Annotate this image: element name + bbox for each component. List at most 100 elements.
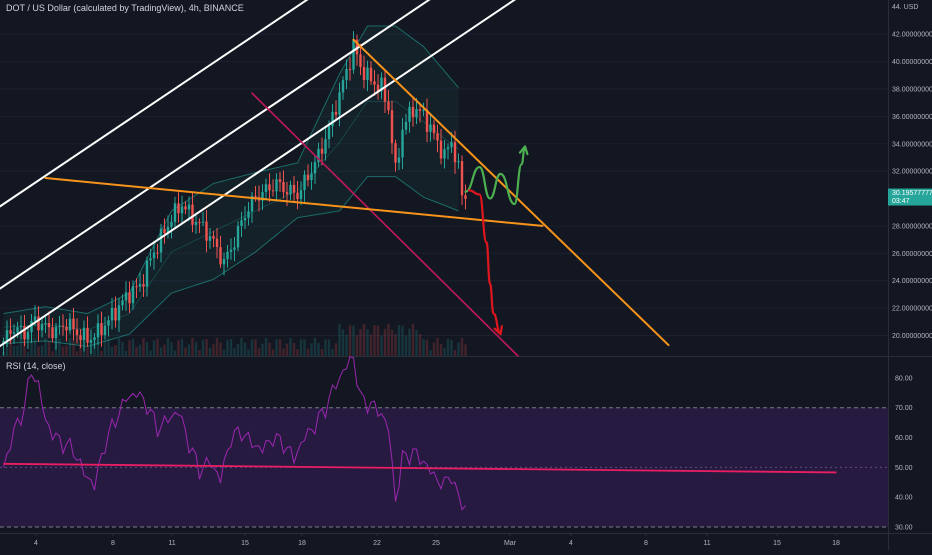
- candle-body[interactable]: [446, 147, 450, 150]
- candle-body[interactable]: [208, 236, 212, 241]
- candle-body[interactable]: [152, 252, 156, 259]
- candle-body[interactable]: [362, 66, 366, 80]
- candle-body[interactable]: [285, 192, 289, 195]
- candle-body[interactable]: [331, 111, 334, 127]
- candle-body[interactable]: [23, 326, 26, 340]
- candle-body[interactable]: [317, 148, 320, 163]
- candle-body[interactable]: [369, 67, 373, 82]
- triangle-support-line[interactable]: [44, 177, 544, 227]
- candle-body[interactable]: [121, 300, 124, 306]
- candle-body[interactable]: [201, 221, 205, 223]
- candle-body[interactable]: [432, 124, 436, 134]
- candle-body[interactable]: [453, 142, 457, 163]
- candlesticks[interactable]: [2, 31, 467, 356]
- candle-body[interactable]: [135, 286, 138, 288]
- candle-body[interactable]: [117, 305, 121, 321]
- candle-body[interactable]: [51, 327, 54, 339]
- candle-body[interactable]: [16, 327, 19, 333]
- candle-body[interactable]: [124, 292, 128, 301]
- channel-middle-line[interactable]: [0, 0, 861, 293]
- candle-body[interactable]: [404, 121, 408, 130]
- candle-body[interactable]: [33, 316, 37, 322]
- candle-body[interactable]: [107, 320, 110, 326]
- rsi-title[interactable]: RSI (14, close): [6, 361, 66, 371]
- candle-body[interactable]: [401, 129, 404, 158]
- candle-body[interactable]: [177, 203, 180, 214]
- candle-body[interactable]: [166, 226, 170, 234]
- candle-body[interactable]: [247, 211, 250, 218]
- candle-body[interactable]: [86, 327, 89, 343]
- candle-body[interactable]: [236, 225, 240, 248]
- candle-body[interactable]: [2, 340, 5, 344]
- candle-body[interactable]: [191, 204, 194, 225]
- candle-body[interactable]: [156, 252, 159, 254]
- candle-body[interactable]: [194, 221, 198, 225]
- bullish-scenario-arrow[interactable]: [464, 145, 527, 206]
- channel-upper-line[interactable]: [0, 0, 861, 211]
- candle-body[interactable]: [110, 307, 114, 321]
- candle-body[interactable]: [443, 149, 446, 159]
- candle-body[interactable]: [79, 335, 82, 341]
- candle-body[interactable]: [40, 324, 44, 331]
- candle-body[interactable]: [264, 184, 268, 193]
- candle-body[interactable]: [215, 238, 219, 248]
- candle-body[interactable]: [54, 326, 58, 339]
- candle-body[interactable]: [271, 190, 275, 192]
- candle-body[interactable]: [313, 162, 317, 174]
- candle-body[interactable]: [425, 109, 429, 132]
- candle-body[interactable]: [250, 195, 254, 212]
- candle-body[interactable]: [275, 179, 278, 192]
- candle-body[interactable]: [184, 206, 187, 210]
- candle-body[interactable]: [198, 221, 201, 223]
- candle-body[interactable]: [243, 217, 247, 221]
- candle-body[interactable]: [163, 228, 166, 234]
- candle-body[interactable]: [390, 110, 394, 144]
- candle-body[interactable]: [233, 247, 236, 250]
- candle-body[interactable]: [296, 192, 299, 200]
- candle-body[interactable]: [464, 195, 467, 199]
- candle-body[interactable]: [65, 326, 68, 331]
- candle-body[interactable]: [96, 323, 100, 338]
- candle-body[interactable]: [226, 251, 229, 260]
- candle-body[interactable]: [19, 326, 23, 328]
- candle-body[interactable]: [320, 148, 324, 154]
- candle-body[interactable]: [12, 332, 16, 334]
- candle-body[interactable]: [173, 203, 177, 222]
- candle-body[interactable]: [159, 228, 163, 253]
- candle-body[interactable]: [222, 259, 226, 265]
- trend-drawings[interactable]: [0, 0, 861, 357]
- candle-body[interactable]: [289, 184, 292, 195]
- candle-body[interactable]: [149, 258, 152, 261]
- candle-body[interactable]: [145, 260, 149, 287]
- candle-body[interactable]: [355, 39, 359, 55]
- candle-body[interactable]: [261, 192, 264, 201]
- candle-body[interactable]: [292, 184, 296, 193]
- candle-body[interactable]: [373, 81, 376, 85]
- candle-body[interactable]: [341, 80, 345, 93]
- rsi-trendline[interactable]: [3, 462, 837, 474]
- candle-body[interactable]: [408, 106, 411, 122]
- candle-body[interactable]: [415, 109, 418, 118]
- candle-body[interactable]: [75, 329, 79, 336]
- candle-body[interactable]: [411, 106, 415, 118]
- candle-body[interactable]: [436, 133, 439, 141]
- candle-body[interactable]: [306, 174, 310, 181]
- candle-body[interactable]: [180, 206, 184, 214]
- triangle-resistance-line[interactable]: [352, 38, 670, 347]
- candle-body[interactable]: [93, 337, 96, 340]
- candle-body[interactable]: [327, 126, 331, 140]
- candle-body[interactable]: [26, 332, 30, 340]
- candle-body[interactable]: [100, 323, 103, 336]
- last-price-badge[interactable]: [888, 188, 932, 206]
- candle-body[interactable]: [103, 325, 107, 336]
- candle-body[interactable]: [394, 143, 397, 163]
- candle-body[interactable]: [128, 292, 131, 304]
- candle-body[interactable]: [303, 174, 306, 191]
- candle-body[interactable]: [460, 161, 464, 196]
- candle-body[interactable]: [138, 284, 142, 287]
- candle-body[interactable]: [268, 184, 271, 191]
- candle-body[interactable]: [345, 68, 348, 81]
- candle-body[interactable]: [58, 325, 61, 327]
